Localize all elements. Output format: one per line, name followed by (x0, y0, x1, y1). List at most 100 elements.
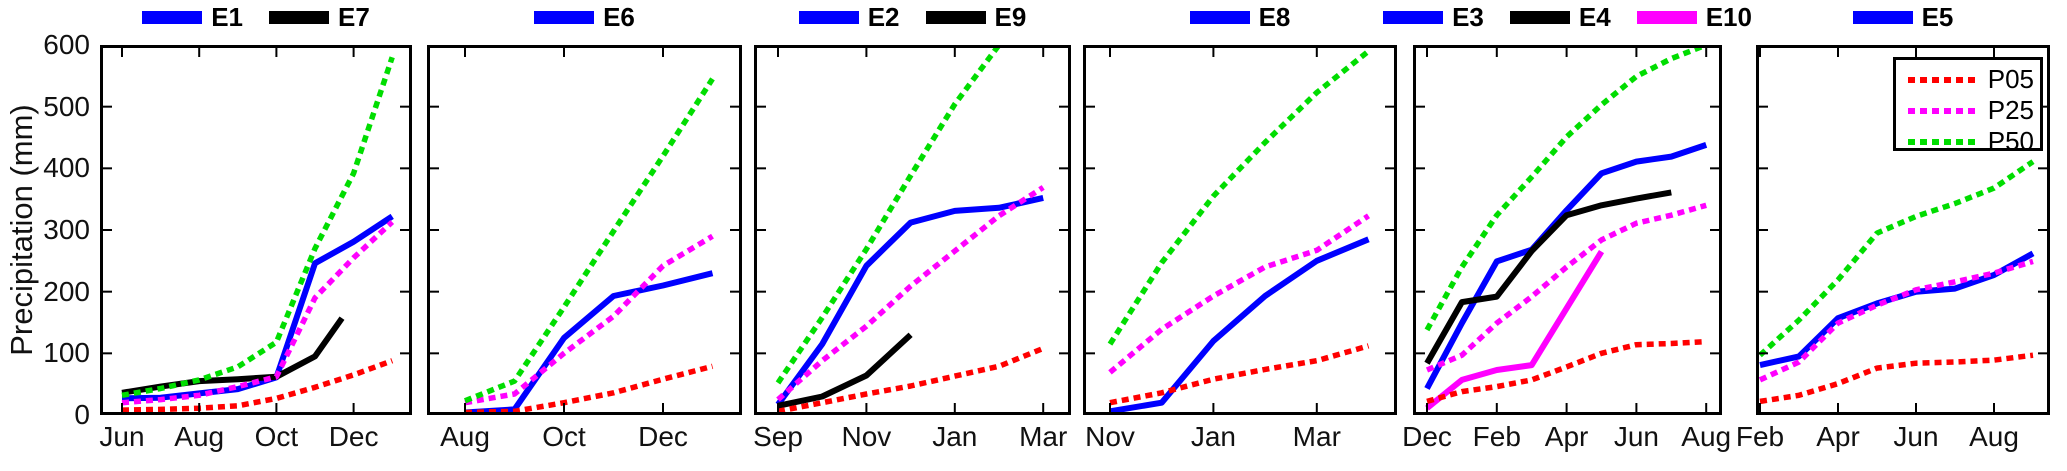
legend-label: E7 (338, 1, 370, 32)
x-tick-label: Dec (1402, 421, 1452, 452)
legend-item-E3: E3 (1383, 2, 1484, 33)
panel-plot (427, 45, 742, 415)
series-E4 (1424, 189, 1672, 365)
dashed-line-swatch-P50 (1908, 138, 1977, 145)
x-tick-label: Dec (328, 421, 379, 452)
series-P25 (464, 233, 714, 406)
panel-top-legend: E5 (1756, 2, 2050, 32)
panel-1: E1 E7 Jun Aug Oct Dec (99, 0, 412, 471)
panel-plot (754, 45, 1071, 415)
axes-border (1413, 45, 1722, 415)
legend-item-E8: E8 (1189, 2, 1290, 33)
line-swatch-E5 (1852, 10, 1913, 24)
dashed-line-swatch-P05 (1908, 76, 1977, 83)
x-tick-label: Feb (1735, 421, 1785, 452)
series-P50 (775, 45, 1002, 385)
x-tick-label: Apr (1544, 421, 1589, 452)
legend-box-item-P50: P50 (1908, 126, 2034, 157)
series-E6 (464, 270, 714, 415)
legend-label: E10 (1705, 1, 1752, 32)
y-tick-label: 500 (43, 90, 90, 122)
legend-label: E6 (603, 1, 635, 32)
legend-item-E7: E7 (269, 2, 370, 33)
series-P05 (1109, 343, 1370, 406)
series-P25 (121, 219, 395, 406)
legend-label: E1 (211, 1, 243, 32)
panel-top-legend: E3 E4 E10 (1383, 1, 1752, 33)
x-tick-label: Jan (1190, 421, 1236, 452)
panel-top-legend: E8 (1083, 2, 1397, 32)
axes-border (754, 45, 1071, 415)
legend-label: E3 (1452, 1, 1484, 32)
line-swatch-E6 (534, 10, 595, 24)
line-swatch-E3 (1383, 10, 1444, 24)
x-tick-label: Dec (638, 421, 688, 452)
series-P50 (1758, 159, 2035, 358)
legend-item-E1: E1 (142, 2, 243, 33)
legend-item-E9: E9 (925, 2, 1026, 33)
panel-plot (1083, 45, 1397, 415)
x-tick-label: Jan (932, 421, 978, 452)
series-P50 (463, 77, 715, 404)
y-tick-label: 200 (43, 275, 90, 307)
series-P05 (121, 358, 394, 413)
legend-label: E2 (867, 1, 900, 32)
series-P05 (1426, 338, 1707, 405)
legend-item-E2: E2 (798, 1, 900, 33)
axes-border (427, 45, 742, 415)
panel-top-legend: E1 E7 (100, 2, 412, 32)
x-tick-label: Oct (254, 421, 299, 452)
series-P50 (1107, 49, 1371, 346)
x-tick-label: Mar (1019, 421, 1068, 452)
line-swatch-E2 (798, 10, 859, 24)
legend-box-item-P25: P25 (1908, 95, 2034, 126)
panel-top-legend: E6 (427, 2, 742, 32)
series-E7 (121, 316, 345, 396)
axes-border (1083, 45, 1397, 415)
series-E3 (1424, 142, 1708, 390)
panel-3: E2 E9 Sep Nov Jan Mar (753, 0, 1071, 471)
x-tick-label: Aug (1969, 421, 2019, 452)
legend-item-E5: E5 (1852, 1, 1954, 33)
series-E1 (121, 213, 394, 402)
legend-box: P05 P25 P50 (1893, 57, 2043, 156)
y-tick-label: 600 (43, 29, 90, 60)
line-swatch-E10 (1636, 10, 1697, 24)
series-P50 (121, 56, 395, 399)
series-P25 (1758, 258, 2034, 383)
series-P05 (464, 363, 714, 415)
legend-item-E4: E4 (1509, 1, 1611, 33)
series-E5 (1759, 250, 2035, 369)
axes-border (1756, 45, 2050, 415)
panel-5: E3 E4 E10 Dec Feb Apr Jun Aug (1383, 0, 1752, 471)
panel-2: E6 Aug Oct Dec (427, 0, 742, 471)
line-swatch-E1 (142, 10, 203, 24)
series-P05 (1759, 352, 2034, 405)
x-tick-label: Nov (1085, 421, 1135, 452)
legend-label: E4 (1578, 1, 1611, 32)
y-tick-label: 0 (74, 399, 90, 430)
y-tick-label: 400 (43, 152, 90, 184)
axes-border (100, 45, 412, 415)
panel-6: E5 Feb Apr Jun Aug P05 P25 P50 (1736, 0, 2050, 471)
legend-label: E5 (1921, 1, 1954, 32)
x-tick-label: Sep (753, 421, 803, 452)
x-tick-label: Aug (1681, 421, 1732, 452)
x-tick-label: Nov (841, 421, 892, 452)
x-tick-label: Aug (440, 421, 490, 452)
y-tick-label: 100 (43, 337, 90, 369)
series-P05 (777, 345, 1045, 414)
panel-plot (100, 45, 412, 415)
legend-box-item-P05: P05 (1908, 64, 2034, 95)
legend-item-E10: E10 (1636, 1, 1752, 33)
series-E8 (1109, 236, 1370, 415)
x-tick-label: Mar (1292, 421, 1341, 452)
x-tick-label: Jun (1893, 421, 1939, 452)
panel-plot (1756, 45, 2050, 415)
x-tick-label: Feb (1472, 421, 1521, 452)
series-E10 (1425, 250, 1605, 411)
line-swatch-E8 (1189, 10, 1250, 24)
x-tick-label: Aug (174, 421, 225, 452)
legend-box-label: P50 (1987, 126, 2034, 156)
